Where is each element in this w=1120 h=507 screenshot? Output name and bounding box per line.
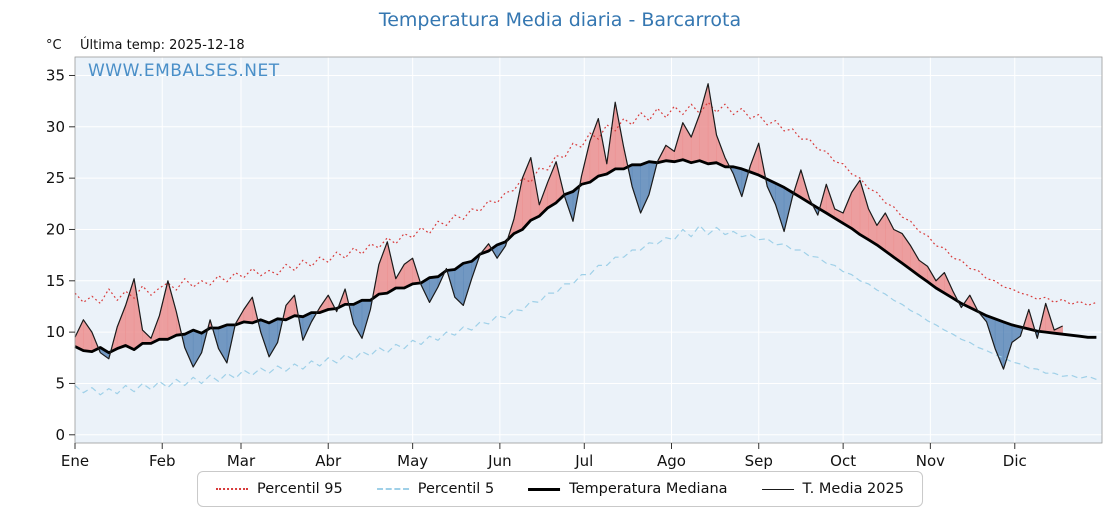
legend-item-3: Temperatura Mediana [528, 481, 728, 497]
legend-swatch-icon [216, 488, 249, 490]
plot-background [75, 57, 1102, 443]
series-line-percentil-95 [74, 101, 1097, 306]
legend-swatch-icon [528, 487, 561, 491]
y-tick-label: 30 [46, 118, 65, 136]
series-line-percentil-5 [74, 224, 1097, 396]
last-temp-label: Última temp: 2025-12-18 [80, 38, 245, 53]
y-tick-label: 20 [46, 220, 65, 238]
series-line-temperatura-mediana [74, 158, 1097, 355]
legend-item-2: Percentil 5 [376, 481, 495, 497]
y-tick-label: 35 [46, 66, 65, 84]
y-tick-label: 15 [46, 272, 65, 290]
y-axis-unit-label: °C [46, 38, 62, 53]
x-tick-label: Jul [574, 452, 593, 470]
plot-frame [74, 56, 1103, 444]
x-tick-label: Mar [227, 452, 256, 470]
y-tick-label: 10 [46, 323, 65, 341]
legend-swatch-icon [761, 488, 794, 490]
x-tick-label: Nov [916, 452, 945, 470]
legend-label: Percentil 5 [417, 481, 495, 497]
legend: Percentil 95 Percentil 5 Temperatura Media… [197, 471, 923, 507]
legend-label: T. Media 2025 [802, 481, 904, 497]
axes: 0 5 10 15 20 25 30 35 Ene Feb Mar Abr May Jun Jul Ago Se… [46, 56, 1103, 470]
series-lines [74, 83, 1097, 396]
x-tick-label: Ago [657, 452, 686, 470]
series-line-t-media-2025 [74, 83, 1063, 370]
x-tick-label: Jun [487, 452, 511, 470]
legend-item-4: T. Media 2025 [761, 481, 904, 497]
legend-swatch-icon [376, 488, 409, 490]
y-tick-label: 25 [46, 169, 65, 187]
legend-item-1: Percentil 95 [216, 481, 343, 497]
watermark: WWW.EMBALSES.NET [88, 61, 280, 81]
x-tick-label: Abr [315, 452, 342, 470]
x-tick-label: Dic [1003, 452, 1027, 470]
x-tick-label: May [397, 452, 428, 470]
chart-title: Temperatura Media diaria - Barcarrota [378, 9, 742, 31]
legend-label: Percentil 95 [257, 481, 343, 497]
x-tick-label: Ene [61, 452, 89, 470]
x-tick-label: Oct [830, 452, 856, 470]
x-tick-label: Feb [149, 452, 176, 470]
y-tick-label: 0 [55, 426, 65, 444]
x-tick-label: Sep [745, 452, 773, 470]
y-tick-label: 5 [55, 374, 65, 392]
legend-label: Temperatura Mediana [569, 481, 728, 497]
